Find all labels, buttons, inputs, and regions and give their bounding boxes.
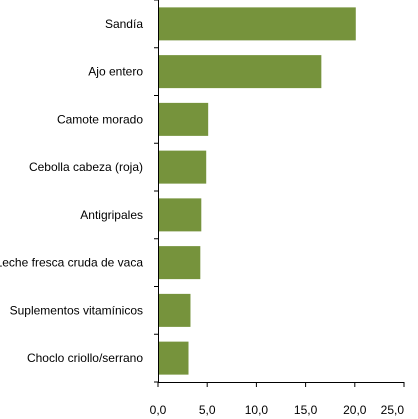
category-label: Antigripales: [80, 208, 143, 222]
x-tick-label: 25,0: [381, 403, 405, 417]
category-label: Choclo criollo/serrano: [27, 351, 143, 365]
bar: [159, 102, 209, 136]
bar: [159, 198, 202, 232]
category-label: Camote morado: [57, 112, 143, 126]
x-axis-tick-labels: 0,0 5,0 10,0 15,0 20,0 25,0: [150, 403, 405, 417]
bar: [159, 7, 356, 41]
category-labels: Sandía Ajo entero Camote morado Cebolla cab…: [0, 17, 143, 365]
category-label: Ajo entero: [88, 65, 143, 79]
category-label: Suplementos vitamínicos: [10, 303, 143, 317]
bar: [159, 293, 191, 327]
x-tick-label: 5,0: [199, 403, 216, 417]
x-axis-ticks: [157, 382, 405, 387]
y-axis-ticks: [154, 0, 158, 383]
category-label: Leche fresca cruda de vaca: [0, 256, 143, 270]
x-tick-label: 10,0: [245, 403, 269, 417]
bar: [159, 55, 322, 89]
bar: [159, 246, 201, 280]
x-tick-label: 20,0: [343, 403, 367, 417]
x-tick-label: 0,0: [150, 403, 167, 417]
category-label: Sandía: [105, 17, 143, 31]
bars-group: [159, 7, 356, 375]
category-label: Cebolla cabeza (roja): [29, 160, 143, 174]
x-tick-label: 15,0: [294, 403, 318, 417]
bar: [159, 150, 207, 184]
bar: [159, 341, 189, 375]
